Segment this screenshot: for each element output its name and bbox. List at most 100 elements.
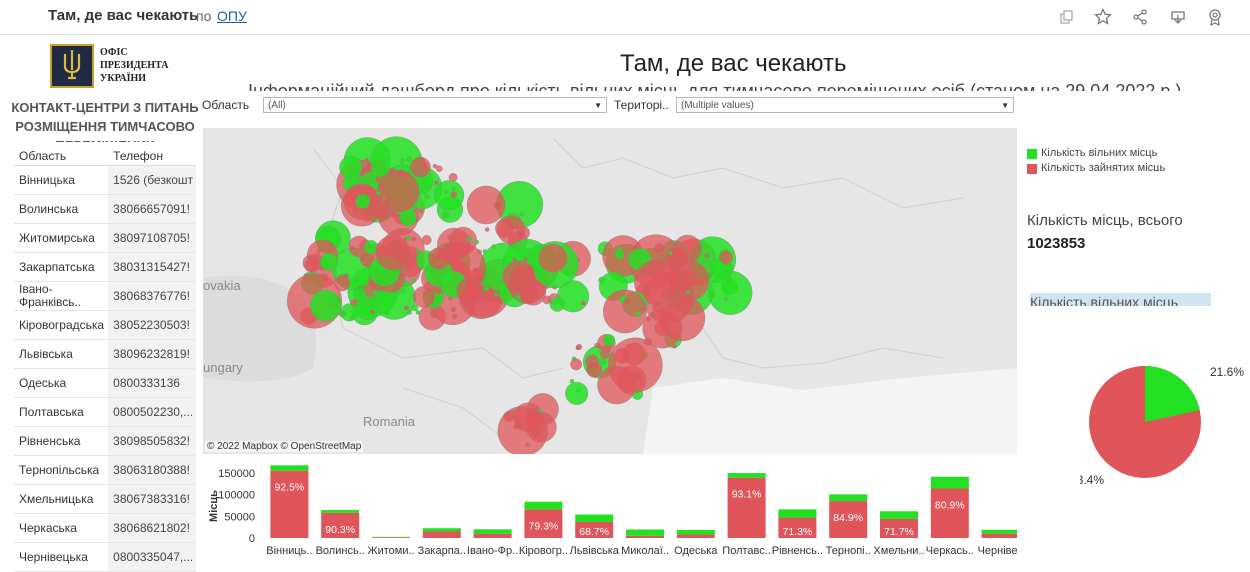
bar-free[interactable] — [778, 509, 817, 518]
phone-cell[interactable]: 38096232819! — [108, 339, 196, 369]
map-bubble[interactable] — [623, 297, 631, 306]
map-bubble[interactable] — [415, 310, 421, 315]
map-bubble[interactable] — [304, 258, 319, 273]
map-bubble[interactable] — [376, 170, 420, 213]
map-bubble[interactable] — [415, 248, 421, 254]
map-bubble[interactable] — [432, 163, 438, 169]
map-bubble[interactable] — [403, 171, 411, 179]
bar-free[interactable] — [981, 529, 1017, 534]
map-bubble[interactable] — [348, 175, 359, 185]
map-bubble[interactable] — [644, 285, 649, 290]
map-bubble[interactable] — [370, 309, 375, 314]
bar-free[interactable] — [372, 536, 410, 538]
map-bubble[interactable] — [388, 167, 397, 176]
bar-occupied[interactable] — [422, 531, 461, 538]
map-bubble[interactable] — [405, 235, 411, 241]
bar-chart[interactable]: Місць 0 50000 100000 150000 92.5% 90.3% 79.3%… — [203, 458, 1017, 568]
phone-cell[interactable]: 38066657091! — [108, 194, 196, 224]
map-bubble[interactable] — [719, 250, 734, 265]
map-bubble[interactable] — [375, 235, 411, 271]
bar-free[interactable] — [270, 465, 309, 471]
phone-cell[interactable]: 38063180388! — [108, 455, 196, 485]
map-bubble[interactable] — [396, 253, 406, 263]
map-bubble[interactable] — [668, 250, 673, 256]
map-bubble[interactable] — [441, 211, 450, 219]
bar-free[interactable] — [626, 529, 664, 536]
bar-occupied[interactable] — [524, 509, 563, 538]
map-bubble[interactable] — [466, 185, 506, 225]
map-bubble[interactable] — [349, 245, 355, 251]
bar-free[interactable] — [727, 473, 766, 478]
map-bubble[interactable] — [586, 361, 603, 378]
bar-free[interactable] — [524, 501, 563, 510]
map-bubble[interactable] — [538, 243, 568, 273]
map-bubble[interactable] — [434, 180, 439, 185]
phone-cell[interactable]: 0800333136 — [108, 368, 196, 398]
bar-occupied[interactable] — [829, 501, 868, 538]
bar-occupied[interactable] — [575, 521, 614, 538]
bar-occupied[interactable] — [981, 533, 1017, 538]
map-bubble[interactable] — [319, 252, 339, 271]
map-bubble[interactable] — [450, 191, 458, 198]
bar-occupied[interactable] — [372, 537, 410, 538]
phone-cell[interactable]: 38031315427! — [108, 252, 196, 282]
map-bubble[interactable] — [542, 295, 552, 305]
bar-occupied[interactable] — [727, 477, 766, 538]
map-bubble[interactable] — [576, 343, 583, 351]
bar-free[interactable] — [422, 528, 461, 532]
badge-icon[interactable] — [1204, 6, 1226, 28]
map-bubble[interactable] — [342, 274, 348, 279]
bar-free[interactable] — [575, 514, 614, 522]
map-bubble[interactable] — [569, 379, 575, 384]
phone-cell[interactable]: 38098505832! — [108, 426, 196, 456]
map-bubble[interactable] — [483, 286, 489, 292]
author-link[interactable]: ОПУ — [217, 8, 247, 24]
map-bubble[interactable] — [664, 294, 669, 300]
map-bubble[interactable] — [640, 307, 646, 312]
map-bubble[interactable] — [667, 302, 675, 310]
map-bubble[interactable] — [724, 297, 729, 302]
share-icon[interactable] — [1129, 6, 1151, 28]
map-bubble[interactable] — [382, 157, 387, 162]
bar-series[interactable]: 92.5% 90.3% 79.3% 68.7% 93.1% 71.3% 84.9% 71.7%… — [270, 465, 1017, 538]
phone-cell[interactable]: 38097108705! — [108, 223, 196, 253]
phone-cell[interactable]: 0800502230,... — [108, 397, 196, 427]
map-bubble[interactable] — [421, 235, 432, 245]
map-bubble[interactable] — [375, 176, 382, 183]
bar-occupied[interactable] — [321, 512, 360, 538]
map-bubble[interactable] — [434, 180, 465, 211]
map-bubble[interactable] — [435, 165, 443, 173]
map-bubble[interactable] — [497, 405, 548, 454]
map-bubble[interactable] — [597, 365, 637, 405]
bar-occupied[interactable] — [270, 470, 309, 538]
map-bubble[interactable] — [614, 249, 625, 260]
map-bubble[interactable] — [427, 247, 450, 270]
map-bubble[interactable] — [672, 344, 677, 349]
phone-cell[interactable]: 38052230503! — [108, 310, 196, 340]
bar-occupied[interactable] — [778, 517, 817, 538]
map-bubble[interactable] — [708, 270, 753, 315]
bar-occupied[interactable] — [880, 518, 918, 538]
map-canvas[interactable] — [203, 128, 1017, 454]
map-bubble[interactable] — [451, 313, 458, 320]
map-bubble[interactable] — [456, 277, 483, 304]
map-bubble[interactable] — [376, 190, 381, 196]
territory-filter-select[interactable]: (Multiple values) ▼ — [676, 97, 1014, 113]
map-bubble[interactable] — [340, 303, 359, 322]
map-bubble[interactable] — [354, 276, 360, 282]
map-bubble[interactable] — [407, 309, 412, 315]
map-bubble[interactable] — [549, 296, 565, 312]
map-bubble[interactable] — [339, 155, 363, 179]
map-attribution[interactable]: © 2022 Mapbox © OpenStreetMap — [205, 441, 364, 452]
map-bubble[interactable] — [450, 306, 456, 312]
bubble-map[interactable]: ovakia ungary Romania © 2022 Mapbox © Op… — [203, 128, 1017, 454]
phone-cell[interactable]: 38067383316! — [108, 484, 196, 514]
map-bubble[interactable] — [519, 212, 524, 217]
bar-occupied[interactable] — [676, 534, 715, 538]
map-bubble[interactable] — [366, 174, 371, 179]
map-bubble[interactable] — [355, 193, 371, 209]
download-icon[interactable] — [1167, 6, 1189, 28]
map-bubble[interactable] — [430, 310, 438, 319]
bar-free[interactable] — [930, 476, 969, 489]
phone-cell[interactable]: 38068376776! — [108, 281, 196, 311]
